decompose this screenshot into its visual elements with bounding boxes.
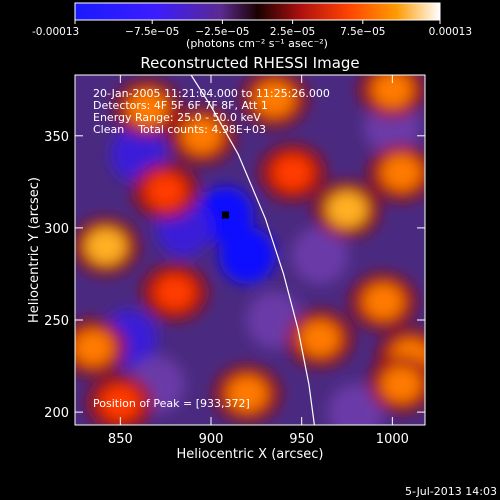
heatmap-hotspot <box>272 154 313 191</box>
y-tick-label: 300 <box>44 222 69 237</box>
heatmap-hotspot <box>154 274 196 311</box>
heatmap-hotspot <box>299 320 341 357</box>
heatmap-hotspot <box>362 283 404 320</box>
axis-ticks: 850 900 950 1000 200 250 300 350 <box>44 75 425 447</box>
y-tick-label: 200 <box>44 406 69 421</box>
heatmap-hotspot <box>145 173 186 210</box>
colorbar-tick-label: 2.5e−05 <box>270 26 315 38</box>
y-axis-label: Heliocentric Y (arcsec) <box>27 177 42 323</box>
x-tick-label: 850 <box>108 432 133 447</box>
heatmap-hotspot <box>127 90 168 127</box>
colorbar-gradient <box>74 2 441 21</box>
colorbar-tick-label: -0.00013 <box>32 26 79 38</box>
heatmap-hotspot <box>75 329 114 366</box>
colorbar-tick-label: 7.5e−05 <box>340 26 385 38</box>
colorbar-ticks: -0.00013 −7.5e−05 −2.5e−05 2.5e−05 7.5e−05 0.… <box>32 20 472 38</box>
y-tick-label: 250 <box>44 314 69 329</box>
peak-marker <box>222 211 230 219</box>
heatmap-plot: 850 900 950 1000 200 250 300 350 20-Jan-2005 11… <box>44 74 426 447</box>
heatmap-hotspot <box>372 75 413 108</box>
heatmap-hotspot <box>181 117 223 154</box>
solar-limb-curve <box>190 75 315 425</box>
heatmap-coldspot <box>219 227 276 284</box>
x-tick-label: 1000 <box>376 432 409 447</box>
x-axis-label: Heliocentric X (arcsec) <box>177 447 324 462</box>
heatmap-hotspot <box>381 154 422 191</box>
colorbar-tick-label: 0.00013 <box>429 26 472 38</box>
heatmap-hotspot <box>85 228 127 265</box>
heatmap-hotspot <box>326 191 368 228</box>
colorbar-unit-label: (photons cm⁻² s⁻¹ asec⁻²) <box>186 37 328 50</box>
heatmap-hotspot <box>381 366 422 403</box>
x-tick-label: 950 <box>289 432 314 447</box>
info-detectors: Detectors: 4F 5F 6F 7F 8F, Att 1 <box>93 99 268 112</box>
heatmap-coldspot <box>328 383 385 425</box>
colorbar: -0.00013 −7.5e−05 −2.5e−05 2.5e−05 7.5e−05 0.… <box>32 2 472 50</box>
colorbar-tick-label: −7.5e−05 <box>125 26 179 38</box>
y-tick-label: 350 <box>44 130 69 145</box>
info-energy-range: Energy Range: 25.0 - 50.0 keV <box>93 111 261 124</box>
heatmap-coldspot <box>291 227 348 284</box>
heatmap-hotspot <box>226 375 268 412</box>
peak-position-label: Position of Peak = [933,372] <box>93 397 250 410</box>
info-algorithm: Clean Total counts: 4.98E+03 <box>93 123 266 136</box>
heatmap-hotspot <box>254 80 295 117</box>
heatmap-hotspot <box>100 384 141 421</box>
x-tick-label: 900 <box>199 432 224 447</box>
colorbar-tick-label: −2.5e−05 <box>195 26 249 38</box>
chart-title: Reconstructed RHESSI Image <box>140 54 359 72</box>
plot-frame <box>74 74 426 426</box>
footer-timestamp: 5-Jul-2013 14:03 <box>405 485 497 498</box>
info-time-range: 20-Jan-2005 11:21:04.000 to 11:25:26.000 <box>93 87 330 100</box>
